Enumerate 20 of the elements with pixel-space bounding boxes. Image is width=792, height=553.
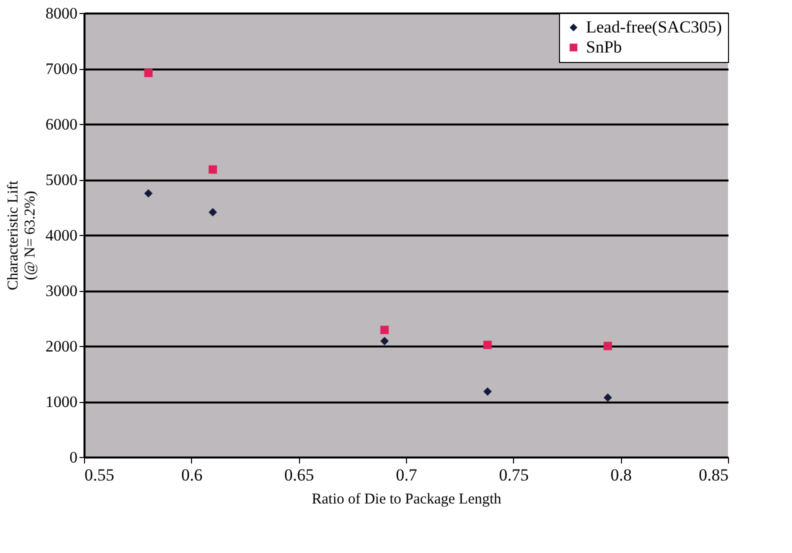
x-tick-label: 0.75 xyxy=(498,466,529,484)
y-axis-title: Characteristic Lift (@ N= 63.2%) xyxy=(6,180,38,290)
y-tick-label: 0 xyxy=(70,450,78,466)
x-axis-title: Ratio of Die to Package Length xyxy=(312,492,502,508)
y-tick-label: 6000 xyxy=(46,116,78,134)
y-tick-label: 5000 xyxy=(46,172,78,189)
y-tick-label: 1000 xyxy=(46,394,78,411)
y-tick-label: 4000 xyxy=(46,228,78,244)
y-tick-label: 7000 xyxy=(46,61,78,78)
legend-label: Lead-free(SAC305) xyxy=(586,18,722,36)
x-tick-label: 0.8 xyxy=(610,466,632,484)
x-tick-label: 0.85 xyxy=(698,466,728,484)
y-tick-label: 8000 xyxy=(46,6,78,22)
y-tick-label: 2000 xyxy=(46,338,78,356)
y-tick-label: 3000 xyxy=(46,283,78,300)
x-tick-label: 0.7 xyxy=(396,466,418,484)
x-tick-label: 0.55 xyxy=(84,466,114,484)
x-tick-label: 0.65 xyxy=(284,466,314,484)
legend-label: SnPb xyxy=(586,38,622,56)
x-tick-label: 0.6 xyxy=(181,466,202,484)
